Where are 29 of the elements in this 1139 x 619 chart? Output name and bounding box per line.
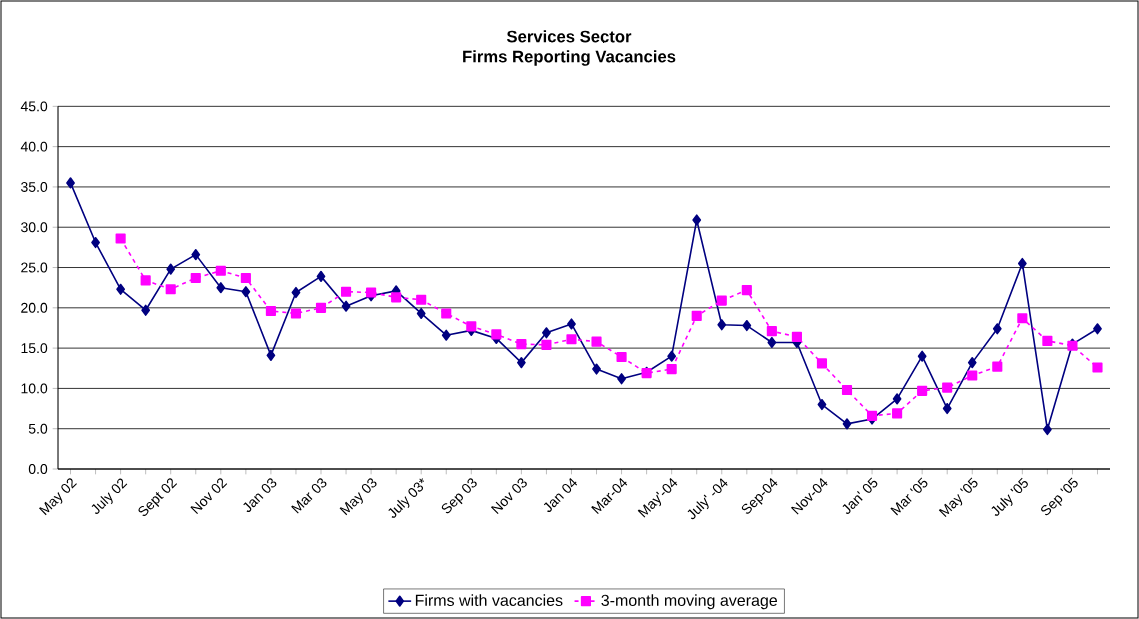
x-tick-label: Nov 02 (190, 478, 228, 515)
legend-label: Firms with vacancies (415, 594, 563, 607)
y-tick-label: 5.0 (28, 423, 48, 434)
y-tick-label: 10.0 (21, 383, 48, 394)
y-tick-label: 45.0 (20, 101, 48, 112)
y-tick-label: 25.0 (21, 262, 48, 273)
x-tick-label: May 02 (39, 478, 77, 516)
x-tick-label: Mar 03 (291, 478, 327, 514)
y-tick-label: 35.0 (21, 181, 48, 192)
x-tick-label: Jan 03 (243, 478, 277, 513)
y-tick-label: 15.0 (21, 343, 48, 354)
y-tick-label: 20.0 (21, 302, 48, 313)
x-tick-label: Mar '05 (890, 477, 928, 516)
x-tick-label: Sep '05 (1041, 477, 1078, 516)
chart-subtitle: Firms Reporting Vacancies (463, 50, 676, 66)
y-tick-label: 30.0 (21, 222, 48, 233)
legend-label: 3-month moving average (601, 594, 777, 610)
y-tick-label: 40.0 (20, 141, 48, 152)
chart-title: Services Sector (506, 30, 632, 43)
x-tick-label: May 03 (339, 478, 377, 516)
y-tick-label: 0.0 (28, 464, 48, 474)
x-tick-label: Jan' 05 (842, 477, 878, 514)
x-tick-label: July 02 (91, 478, 128, 514)
x-tick-label: Sep 03 (441, 478, 477, 514)
x-tick-label: July '05 (991, 477, 1028, 516)
x-tick-label: Jan 04 (543, 477, 578, 513)
x-tick-label: July 03* (388, 478, 425, 518)
x-tick-label: May '05 (938, 477, 978, 518)
x-tick-label: Nov 03 (490, 478, 527, 515)
